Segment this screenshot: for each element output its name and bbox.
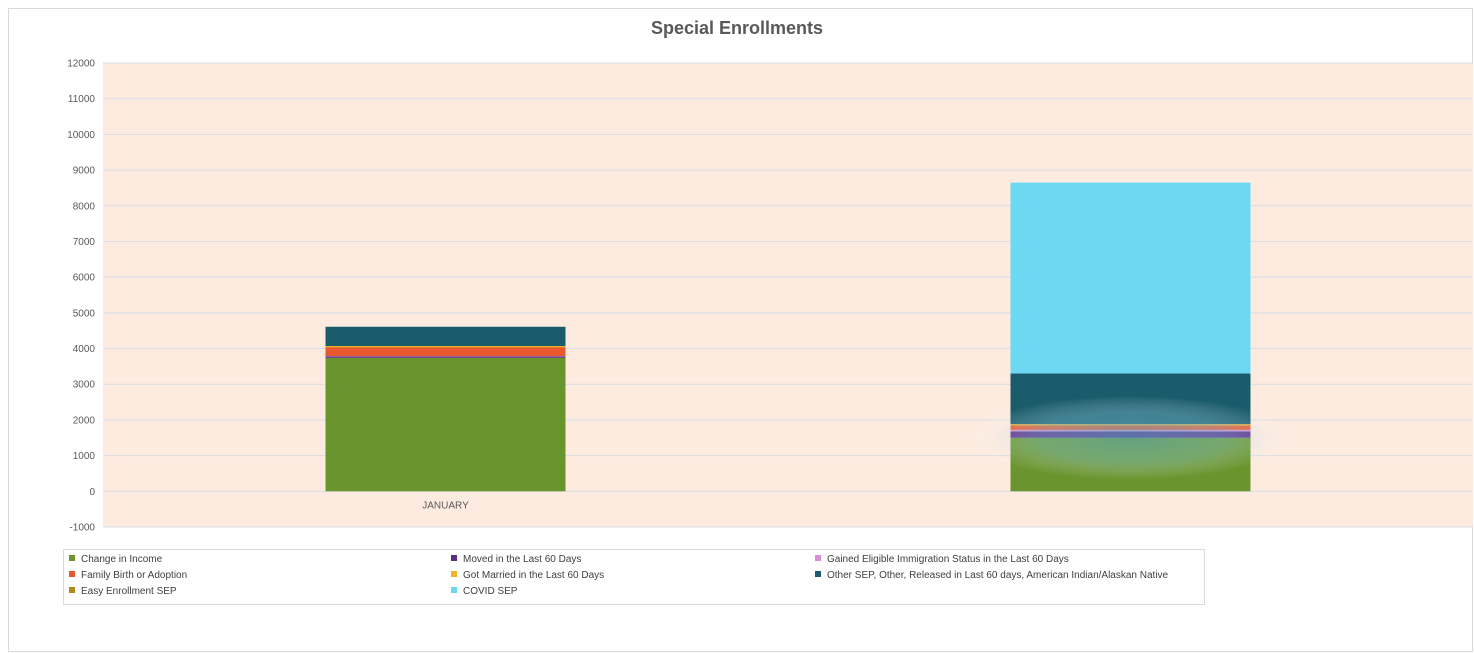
bar-segment xyxy=(1010,182,1251,374)
legend-item: Other SEP, Other, Released in Last 60 da… xyxy=(815,570,1168,582)
y-tick-label: 3000 xyxy=(73,380,96,391)
y-tick-label: 12000 xyxy=(67,59,95,70)
y-tick-label: 2000 xyxy=(73,415,96,426)
bar-segment xyxy=(325,347,566,357)
bar-segment xyxy=(325,346,566,348)
stacked-bar-chart: -1000 0 1000 2000 3000 4000 5000 6000 7000 8000 90… xyxy=(67,59,1473,534)
y-tick-label: 8000 xyxy=(73,201,96,212)
legend-item: Change in Income xyxy=(69,554,162,566)
y-tick-label: 5000 xyxy=(73,308,96,319)
chart-title: Special Enrollments xyxy=(650,18,824,38)
selection-glow xyxy=(970,395,1291,480)
y-tick-label: 0 xyxy=(89,487,95,498)
legend-item: COVID SEP xyxy=(451,586,517,598)
bar-segment xyxy=(325,357,566,492)
legend-item: Easy Enrollment SEP xyxy=(69,586,177,598)
legend-label: Easy Enrollment SEP xyxy=(81,586,177,597)
legend-swatch xyxy=(69,587,75,594)
legend-label: Got Married in the Last 60 Days xyxy=(463,570,605,581)
legend-swatch xyxy=(69,571,75,578)
bar-segment xyxy=(325,326,566,347)
y-tick-label: 10000 xyxy=(67,130,95,141)
legend-swatch xyxy=(815,555,821,562)
legend-label: COVID SEP xyxy=(463,586,518,597)
legend-swatch xyxy=(451,587,457,594)
y-tick-label: 6000 xyxy=(73,273,96,284)
x-tick-label: JANUARY xyxy=(422,500,469,511)
legend-item: Gained Eligible Immigration Status in th… xyxy=(815,554,1069,566)
legend-label: Change in Income xyxy=(81,554,163,565)
legend-swatch xyxy=(815,571,821,578)
legend: Change in Income Moved in the Last 60 Day… xyxy=(63,549,1205,605)
legend-swatch xyxy=(69,555,75,562)
legend-label: Family Birth or Adoption xyxy=(81,570,188,581)
legend-item: Moved in the Last 60 Days xyxy=(451,554,581,566)
y-tick-label: 11000 xyxy=(68,94,96,105)
legend-label: Moved in the Last 60 Days xyxy=(463,554,582,565)
y-tick-label: 1000 xyxy=(73,451,96,462)
legend-swatch xyxy=(451,555,457,562)
legend-swatch xyxy=(451,571,457,578)
legend-label: Other SEP, Other, Released in Last 60 da… xyxy=(827,570,1169,581)
y-tick-label: 7000 xyxy=(73,237,96,248)
y-tick-label: -1000 xyxy=(69,523,95,534)
y-tick-label: 4000 xyxy=(73,344,96,355)
legend-item: Family Birth or Adoption xyxy=(69,570,187,582)
y-tick-label: 9000 xyxy=(73,166,96,177)
legend-label: Gained Eligible Immigration Status in th… xyxy=(827,554,1069,565)
legend-item: Got Married in the Last 60 Days xyxy=(451,570,604,582)
bar-segment xyxy=(325,356,566,358)
